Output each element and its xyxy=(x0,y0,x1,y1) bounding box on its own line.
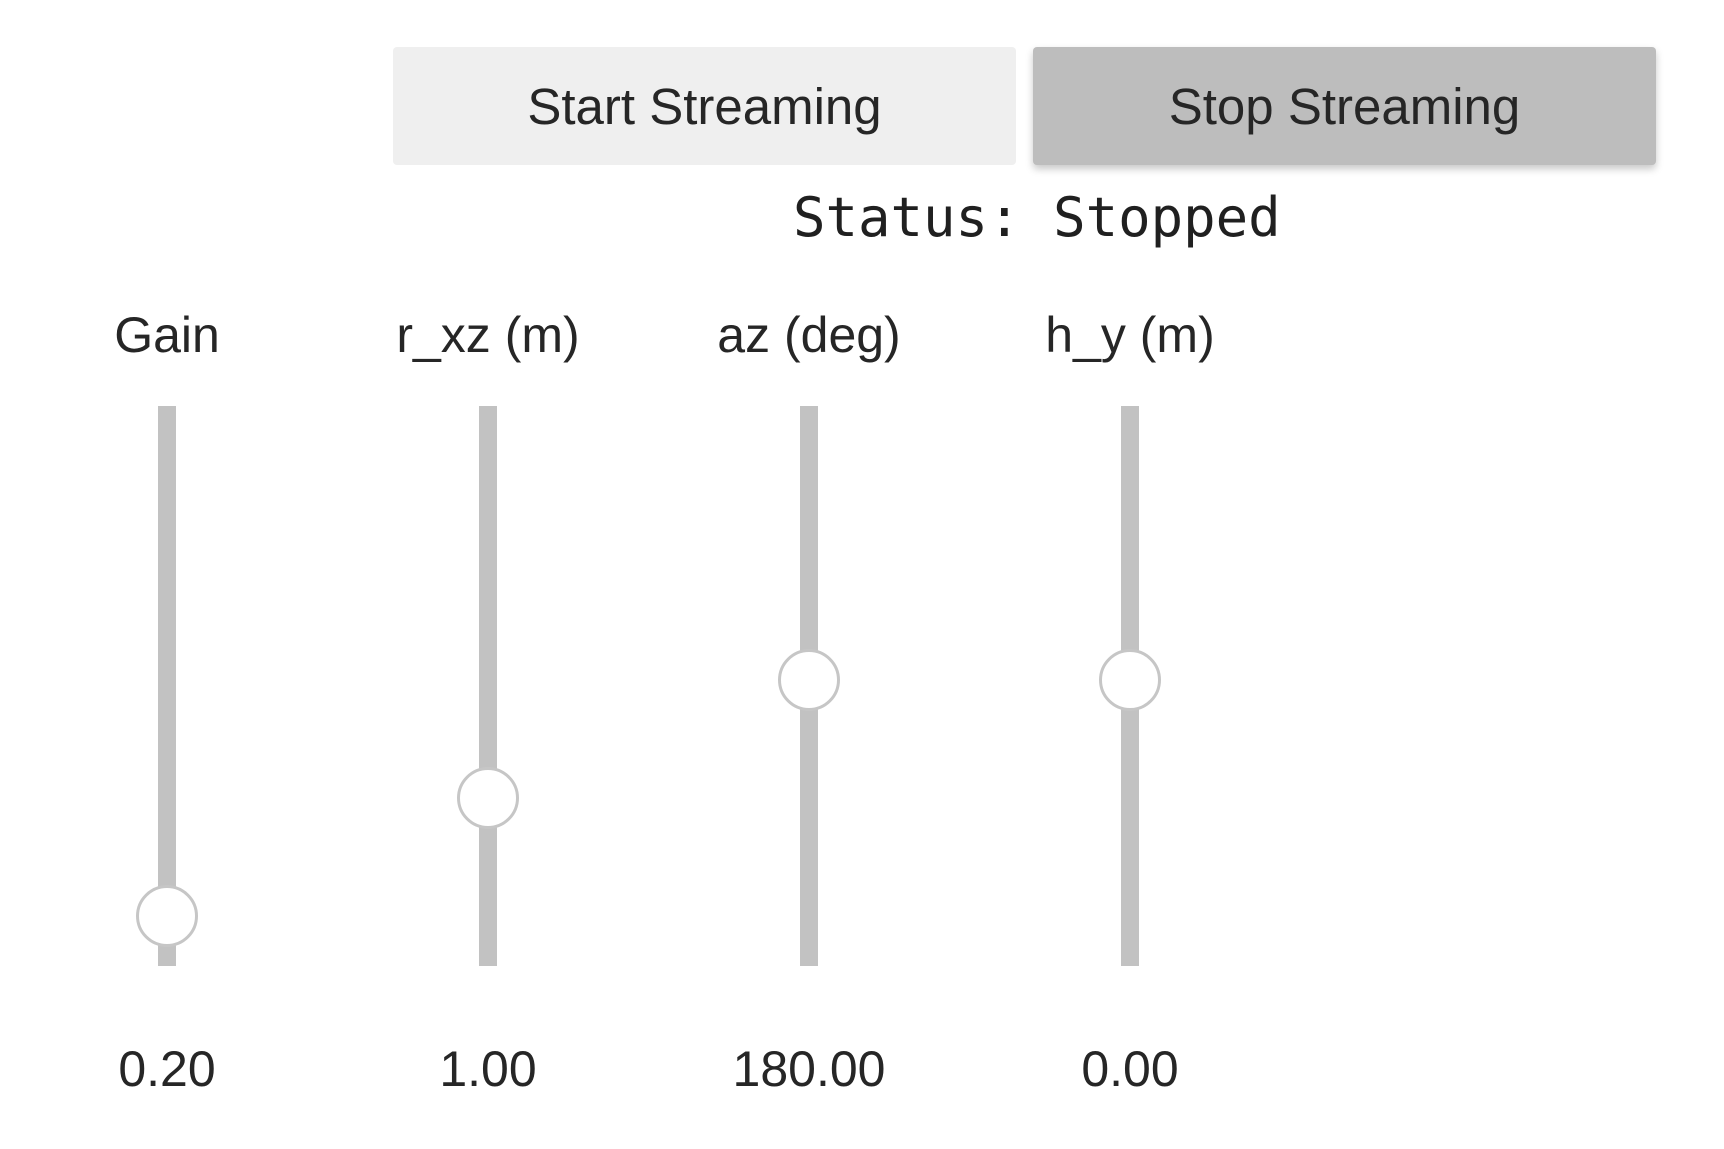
slider-label: h_y (m) xyxy=(1045,307,1215,363)
slider-label: Gain xyxy=(114,307,220,363)
slider-gain: Gain 0.20 xyxy=(7,300,327,1120)
slider-label: az (deg) xyxy=(717,307,901,363)
slider-h-y: h_y (m) 0.00 xyxy=(970,300,1290,1120)
start-streaming-button[interactable]: Start Streaming xyxy=(393,47,1016,165)
slider-az: az (deg) 180.00 xyxy=(649,300,969,1120)
status-text: Status: Stopped xyxy=(793,186,1281,249)
slider-value: 0.20 xyxy=(118,1041,216,1097)
slider-thumb[interactable] xyxy=(1099,649,1161,712)
slider-track[interactable] xyxy=(158,406,176,966)
slider-r-xz: r_xz (m) 1.00 xyxy=(328,300,648,1120)
slider-thumb[interactable] xyxy=(136,884,198,947)
stop-streaming-button[interactable]: Stop Streaming xyxy=(1033,47,1656,165)
slider-thumb[interactable] xyxy=(778,649,840,712)
slider-track[interactable] xyxy=(479,406,497,966)
slider-value: 0.00 xyxy=(1081,1041,1179,1097)
slider-label: r_xz (m) xyxy=(396,307,580,363)
slider-value: 180.00 xyxy=(732,1041,886,1097)
slider-thumb[interactable] xyxy=(457,767,519,829)
slider-value: 1.00 xyxy=(439,1041,537,1097)
